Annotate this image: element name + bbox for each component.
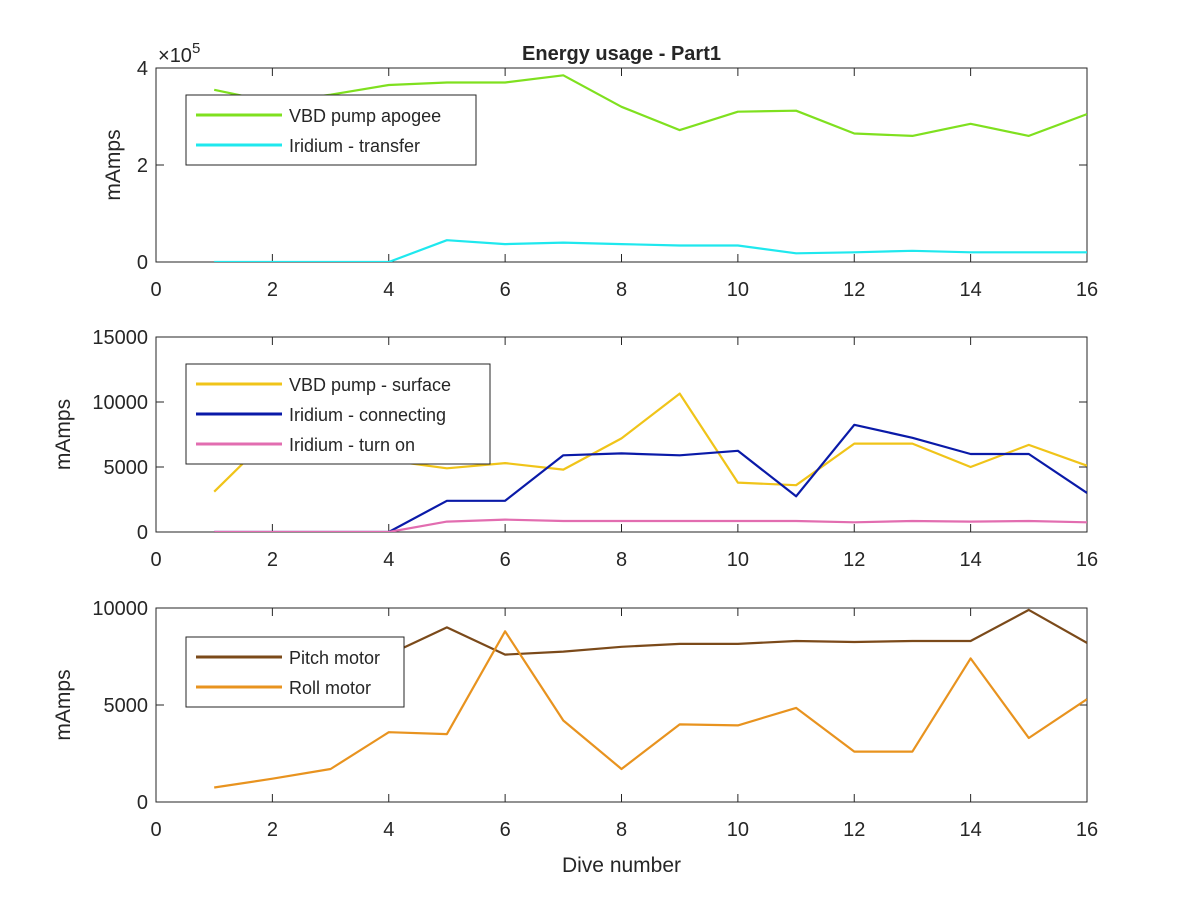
x-axis-label: Dive number [562, 854, 681, 877]
x-tick-label: 10 [727, 549, 749, 571]
x-tick-label: 8 [616, 549, 627, 571]
legend-box [185, 94, 477, 166]
y-tick-label: 5000 [104, 457, 149, 479]
x-tick-label: 0 [150, 819, 161, 841]
x-tick-label: 2 [267, 549, 278, 571]
x-tick-label: 14 [960, 279, 982, 301]
x-tick-label: 2 [267, 819, 278, 841]
legend-box [185, 636, 405, 708]
y-tick-label: 5000 [104, 695, 149, 717]
series-line-1 [213, 74, 1087, 137]
x-tick-label: 4 [383, 549, 394, 571]
y-tick-label: 0 [137, 252, 148, 274]
y-tick-label: 0 [137, 522, 148, 544]
x-tick-label: 12 [843, 279, 865, 301]
legend-label-3: Iridium - turn on [289, 435, 415, 455]
x-tick-label: 10 [727, 819, 749, 841]
y-tick-label: 10000 [92, 598, 148, 620]
x-tick-label: 4 [383, 819, 394, 841]
legend: Pitch motor Roll motor [185, 636, 405, 708]
legend-label-1: VBD pump - surface [289, 375, 451, 395]
y-exponent-label: ×105 [158, 40, 200, 67]
y-tick-label: 0 [137, 792, 148, 814]
y-tick-label: 15000 [92, 327, 148, 349]
chart-title: Energy usage - Part1 [522, 43, 721, 65]
legend: VBD pump apogee Iridium - transfer [185, 94, 477, 166]
y-exponent-prefix: × [158, 45, 170, 67]
y-tick-label: 10000 [92, 392, 148, 414]
x-tick-label: 8 [616, 819, 627, 841]
legend: VBD pump - surface Iridium - connecting Ir… [185, 363, 491, 465]
x-tick-label: 2 [267, 279, 278, 301]
series-line-3 [214, 518, 1087, 532]
x-tick-label: 6 [500, 279, 511, 301]
subplot-3: 0 2 4 6 8 10 12 14 16 0 5000 10000 mAmps Dive number P… [52, 598, 1098, 877]
x-tick-label: 16 [1076, 549, 1098, 571]
legend-label-1: Pitch motor [289, 648, 380, 668]
legend-label-1: VBD pump apogee [289, 106, 441, 126]
x-tick-label: 6 [500, 549, 511, 571]
y-axis-label: mAmps [102, 129, 125, 200]
y-exponent-base: 10 [170, 45, 192, 67]
series-line-2 [214, 239, 1087, 262]
x-tick-label: 4 [383, 279, 394, 301]
y-exponent-power: 5 [192, 40, 200, 57]
series-group [213, 74, 1087, 262]
x-tick-label: 16 [1076, 279, 1098, 301]
series-line-2 [214, 630, 1087, 789]
legend-label-2: Iridium - connecting [289, 405, 446, 425]
legend-label-2: Roll motor [289, 678, 371, 698]
x-tick-label: 14 [960, 819, 982, 841]
y-tick-label: 4 [137, 58, 148, 80]
x-tick-label: 10 [727, 279, 749, 301]
x-tick-label: 8 [616, 279, 627, 301]
y-axis-label: mAmps [52, 399, 75, 470]
subplot-2: 0 2 4 6 8 10 12 14 16 0 5000 10000 15000 mAmps VBD pum… [52, 327, 1098, 571]
x-tick-label: 14 [960, 549, 982, 571]
x-tick-label: 16 [1076, 819, 1098, 841]
x-tick-label: 0 [150, 549, 161, 571]
x-tick-label: 12 [843, 549, 865, 571]
x-tick-label: 0 [150, 279, 161, 301]
x-tick-label: 12 [843, 819, 865, 841]
y-axis-label: mAmps [52, 669, 75, 740]
series-line-2 [214, 423, 1087, 532]
legend-label-2: Iridium - transfer [289, 136, 420, 156]
y-tick-label: 2 [137, 155, 148, 177]
x-tick-label: 6 [500, 819, 511, 841]
